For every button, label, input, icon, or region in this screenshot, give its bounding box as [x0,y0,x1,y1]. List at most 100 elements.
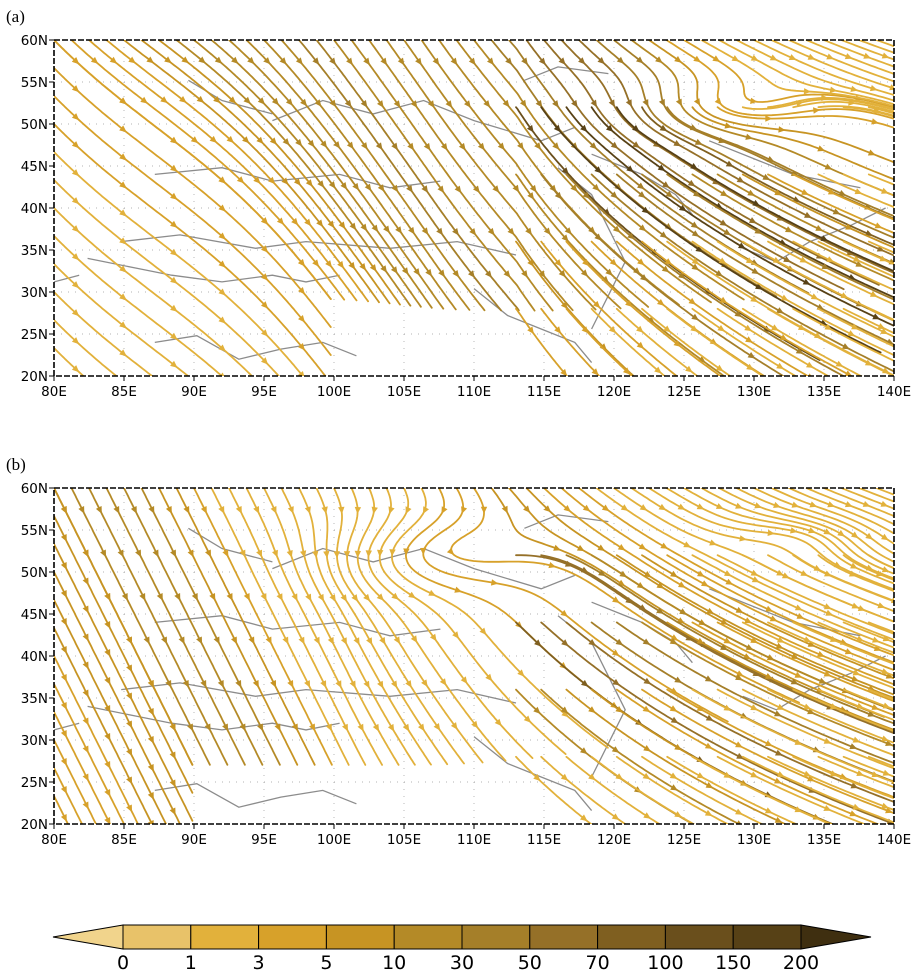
y-tick-label: 50N [21,117,48,133]
colorbar-label: 100 [647,952,683,973]
streamline-arrow [899,290,907,296]
streamline-arrow [714,97,722,106]
streamline-arrow [366,637,373,645]
streamline-arrow [723,637,732,644]
colorbar-label: 10 [382,952,406,973]
panel-b: (b) 80E 85E 90E 95E 100E 105E 110E 115E 120E 125E… [6,455,911,848]
streamline-arrow [829,636,838,642]
streamline-arrow [304,218,312,227]
streamline-arrow [364,183,372,192]
streamline-arrow [561,234,569,242]
streamline-arrow [128,56,136,64]
streamline-arrow [218,316,226,324]
streamline [615,240,810,376]
streamline-arrow [263,57,271,65]
streamline-arrow [243,593,250,601]
streamline [767,97,894,111]
streamline-arrow [226,135,234,143]
streamline [525,40,845,291]
streamline-arrow [597,57,605,65]
streamline-arrow [616,56,625,64]
streamline-arrow [776,771,785,777]
streamline-arrow [359,263,366,271]
streamline [473,40,745,301]
streamline-arrow [313,636,320,645]
streamline-arrow [261,357,269,365]
streamline-arrow [803,88,811,95]
y-tick-label: 45N [21,607,48,623]
streamline-arrow [170,332,178,340]
streamline [842,621,894,644]
streamline-arrow [613,225,621,233]
streamline-arrow [896,683,904,689]
streamline-arrow [295,138,303,147]
streamline-arrow [881,533,889,541]
streamline [718,40,894,106]
streamline-arrow [483,100,491,108]
streamline-arrow [160,96,168,104]
streamline-arrow [612,678,620,686]
streamline [578,488,894,657]
streamline-arrow [875,570,884,577]
coastline-segment [121,234,517,256]
streamline-arrow [291,217,299,226]
colorbar-label: 3 [253,952,265,973]
streamline-arrow [421,185,429,193]
streamline-arrow [865,532,873,540]
y-tick-label: 20N [21,817,48,833]
streamline-arrow [627,232,635,240]
streamline-arrow [735,606,744,613]
streamline-arrow [71,169,80,177]
coastline-segment [524,514,609,529]
streamline-arrow [845,223,853,230]
streamline-arrow [580,814,588,822]
streamline-arrow [346,141,354,150]
streamline [867,173,894,186]
streamline [741,173,894,249]
streamline-arrow [765,605,773,612]
streamline-arrow [152,549,159,558]
streamline-arrow [413,268,420,276]
streamline-arrow [473,185,480,193]
streamline [691,755,833,824]
streamline [123,488,264,766]
x-tick-label: 105E [387,384,421,400]
streamline-arrow [260,593,267,601]
streamline-arrow [802,278,811,285]
streamline-arrow [752,199,761,207]
streamline-arrow [170,360,178,368]
streamline [840,40,894,61]
streamline [641,621,894,747]
streamline-arrow [774,777,782,784]
streamline [590,106,894,299]
panel-b-label: (b) [6,455,26,474]
streamline-arrow [372,723,380,732]
streamline-arrow [170,164,178,172]
streamline-arrow [863,52,871,59]
streamline-arrow [282,636,289,645]
streamline-arrow [405,680,412,688]
streamline-arrow [642,99,649,107]
streamline-arrow [119,209,127,217]
streamline [842,307,894,335]
streamline-arrow [712,55,721,62]
streamline [378,488,567,755]
streamline-arrow [261,301,269,309]
streamline-arrow [276,217,284,225]
streamline-arrow [827,188,836,195]
streamline-arrow [60,814,67,822]
streamline-arrow [279,57,287,65]
colorbar-box [732,924,802,950]
streamline-arrow [406,185,413,193]
streamline [700,488,894,575]
streamline [767,307,894,376]
streamline-arrow [754,502,762,509]
streamline [792,554,894,603]
streamline-arrow [501,505,508,514]
streamline-arrow [775,749,783,756]
streamline-arrow [527,192,535,200]
streamline-arrow [734,310,743,317]
streamline-arrow [365,550,372,558]
streamline-arrow [468,270,475,278]
streamline [615,688,880,824]
